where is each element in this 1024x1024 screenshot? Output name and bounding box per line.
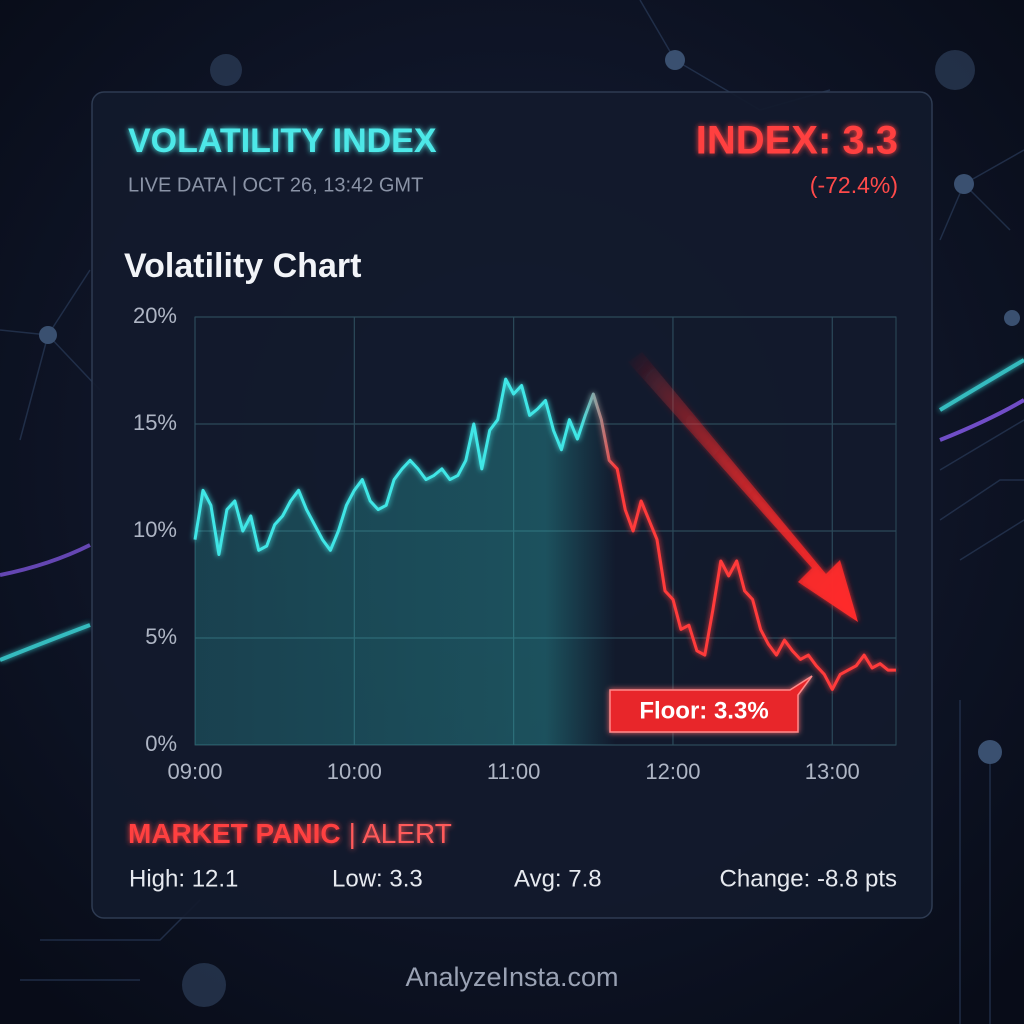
plot: 0% 5% 10% 15% 20% 09:00 10:00 11:00 12:00 13:00 xyxy=(133,303,897,784)
alert-main: MARKET PANIC xyxy=(128,818,341,849)
x-tick-label: 09:00 xyxy=(167,759,222,784)
decor-line xyxy=(938,358,1024,412)
stat: Change: -8.8 pts xyxy=(720,865,897,892)
floor-callout: Floor: 3.3% xyxy=(609,675,813,733)
stat: Low: 3.3 xyxy=(332,865,423,892)
alert-label: MARKET PANIC | ALERT xyxy=(128,818,452,849)
x-tick-label: 11:00 xyxy=(487,759,540,784)
y-tick-label: 5% xyxy=(145,624,177,649)
alert-tag: | ALERT xyxy=(349,818,452,849)
decor-line xyxy=(0,623,91,662)
line xyxy=(193,377,896,691)
area xyxy=(195,379,896,745)
header-subtitle: LIVE DATA | OCT 26, 13:42 GMT xyxy=(128,174,423,196)
index-change: (-72.4%) xyxy=(810,172,898,198)
decor-line xyxy=(0,543,91,577)
stat: Avg: 7.8 xyxy=(514,865,602,892)
chart-title: Volatility Chart xyxy=(124,247,361,285)
callout-box xyxy=(609,675,813,733)
y-tick-label: 10% xyxy=(133,517,177,542)
x-tick-label: 13:00 xyxy=(805,759,860,784)
stat: High: 12.1 xyxy=(129,865,238,892)
watermark: AnalyzeInsta.com xyxy=(405,962,618,992)
trend-arrow xyxy=(628,352,858,622)
header-title: VOLATILITY INDEX xyxy=(128,122,437,160)
network-nodes xyxy=(39,50,1020,1007)
y-tick-label: 0% xyxy=(145,731,177,756)
decor-line xyxy=(939,398,1024,442)
index-value: INDEX: 3.3 xyxy=(696,119,898,163)
y-tick-label: 15% xyxy=(133,410,177,435)
callout-text: Floor: 3.3% xyxy=(639,697,768,724)
y-tick-label: 20% xyxy=(133,303,177,328)
x-tick-label: 12:00 xyxy=(645,759,700,784)
x-tick-label: 10:00 xyxy=(327,759,382,784)
